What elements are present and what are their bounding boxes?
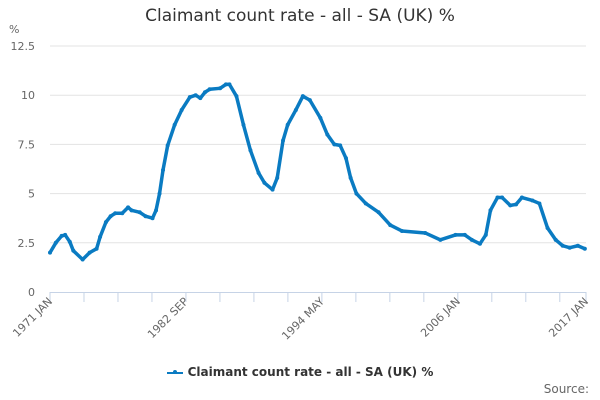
data-point: [179, 107, 184, 112]
data-point: [161, 167, 166, 172]
data-point: [98, 234, 103, 239]
data-point: [248, 148, 253, 153]
data-point: [399, 228, 404, 233]
data-point: [241, 122, 246, 127]
data-point: [508, 203, 513, 208]
x-tick-label: 1971 JAN: [10, 295, 55, 340]
data-point: [285, 122, 290, 127]
data-point: [120, 211, 125, 216]
data-point: [165, 143, 170, 148]
data-point: [71, 248, 76, 253]
y-tick-label: 10: [21, 89, 35, 102]
data-point: [530, 198, 535, 203]
data-point: [500, 195, 505, 200]
data-point: [363, 201, 368, 206]
data-point: [483, 232, 488, 237]
data-point: [227, 82, 232, 87]
legend-item[interactable]: Claimant count rate - all - SA (UK) %: [0, 365, 600, 379]
data-point: [256, 170, 261, 175]
data-point: [469, 237, 474, 242]
data-point: [560, 243, 565, 248]
data-point: [453, 232, 458, 237]
data-point: [108, 214, 113, 219]
data-point: [338, 143, 343, 148]
chart-title: Claimant count rate - all - SA (UK) %: [145, 6, 455, 26]
data-point: [87, 250, 92, 255]
data-point: [514, 202, 519, 207]
data-point: [275, 175, 280, 180]
data-point: [172, 122, 177, 127]
data-point: [187, 95, 192, 100]
data-point: [157, 191, 162, 196]
data-point: [567, 245, 572, 250]
y-axis-unit: %: [9, 23, 20, 36]
data-point: [202, 90, 207, 95]
data-point: [137, 210, 142, 215]
data-point: [300, 94, 305, 99]
data-point: [307, 98, 312, 103]
data-point: [553, 237, 558, 242]
data-point: [318, 115, 323, 120]
x-tick-label: 1994 MAY: [279, 295, 327, 343]
y-tick-label: 0: [28, 286, 35, 299]
data-point: [488, 208, 493, 213]
data-point: [462, 232, 467, 237]
data-point: [94, 246, 99, 251]
data-point: [545, 226, 550, 231]
data-point: [343, 156, 348, 161]
data-point: [103, 220, 108, 225]
series-line: [48, 82, 587, 262]
data-point: [281, 138, 286, 143]
legend-swatch: [166, 369, 183, 374]
data-point: [582, 246, 587, 251]
data-point: [262, 180, 267, 185]
data-point: [332, 142, 337, 147]
data-point: [53, 240, 58, 245]
data-point: [575, 243, 580, 248]
data-point: [223, 82, 228, 87]
data-point: [59, 233, 64, 238]
data-point: [519, 195, 524, 200]
data-point: [193, 93, 198, 98]
y-tick-label: 5: [28, 188, 35, 201]
data-point: [218, 86, 223, 91]
data-point: [325, 132, 330, 137]
data-point: [113, 211, 118, 216]
legend-label: Claimant count rate - all - SA (UK) %: [187, 365, 434, 379]
data-point: [154, 208, 159, 213]
data-point: [67, 239, 72, 244]
y-tick-label: 2.5: [18, 237, 36, 250]
data-point: [270, 187, 275, 192]
x-tick-label: 2006 JAN: [418, 295, 463, 340]
y-tick-label: 7.5: [18, 138, 36, 151]
data-point: [354, 191, 359, 196]
data-point: [293, 107, 298, 112]
data-point: [150, 216, 155, 221]
x-tick-label: 2017 JAN: [546, 295, 591, 340]
data-point: [388, 223, 393, 228]
data-point: [126, 205, 131, 210]
data-point: [48, 250, 52, 255]
data-point: [376, 210, 381, 215]
data-point: [348, 175, 353, 180]
data-point: [438, 237, 443, 242]
data-point: [63, 232, 68, 237]
data-point: [143, 214, 148, 219]
source-label: Source:: [543, 382, 589, 396]
data-point: [80, 257, 85, 262]
data-point: [234, 94, 239, 99]
data-point: [477, 241, 482, 246]
y-tick-label: 12.5: [11, 40, 36, 53]
data-point: [537, 201, 542, 206]
data-point: [495, 195, 500, 200]
data-point: [423, 230, 428, 235]
data-point: [129, 208, 134, 213]
data-point: [198, 96, 203, 101]
data-point: [207, 87, 212, 92]
